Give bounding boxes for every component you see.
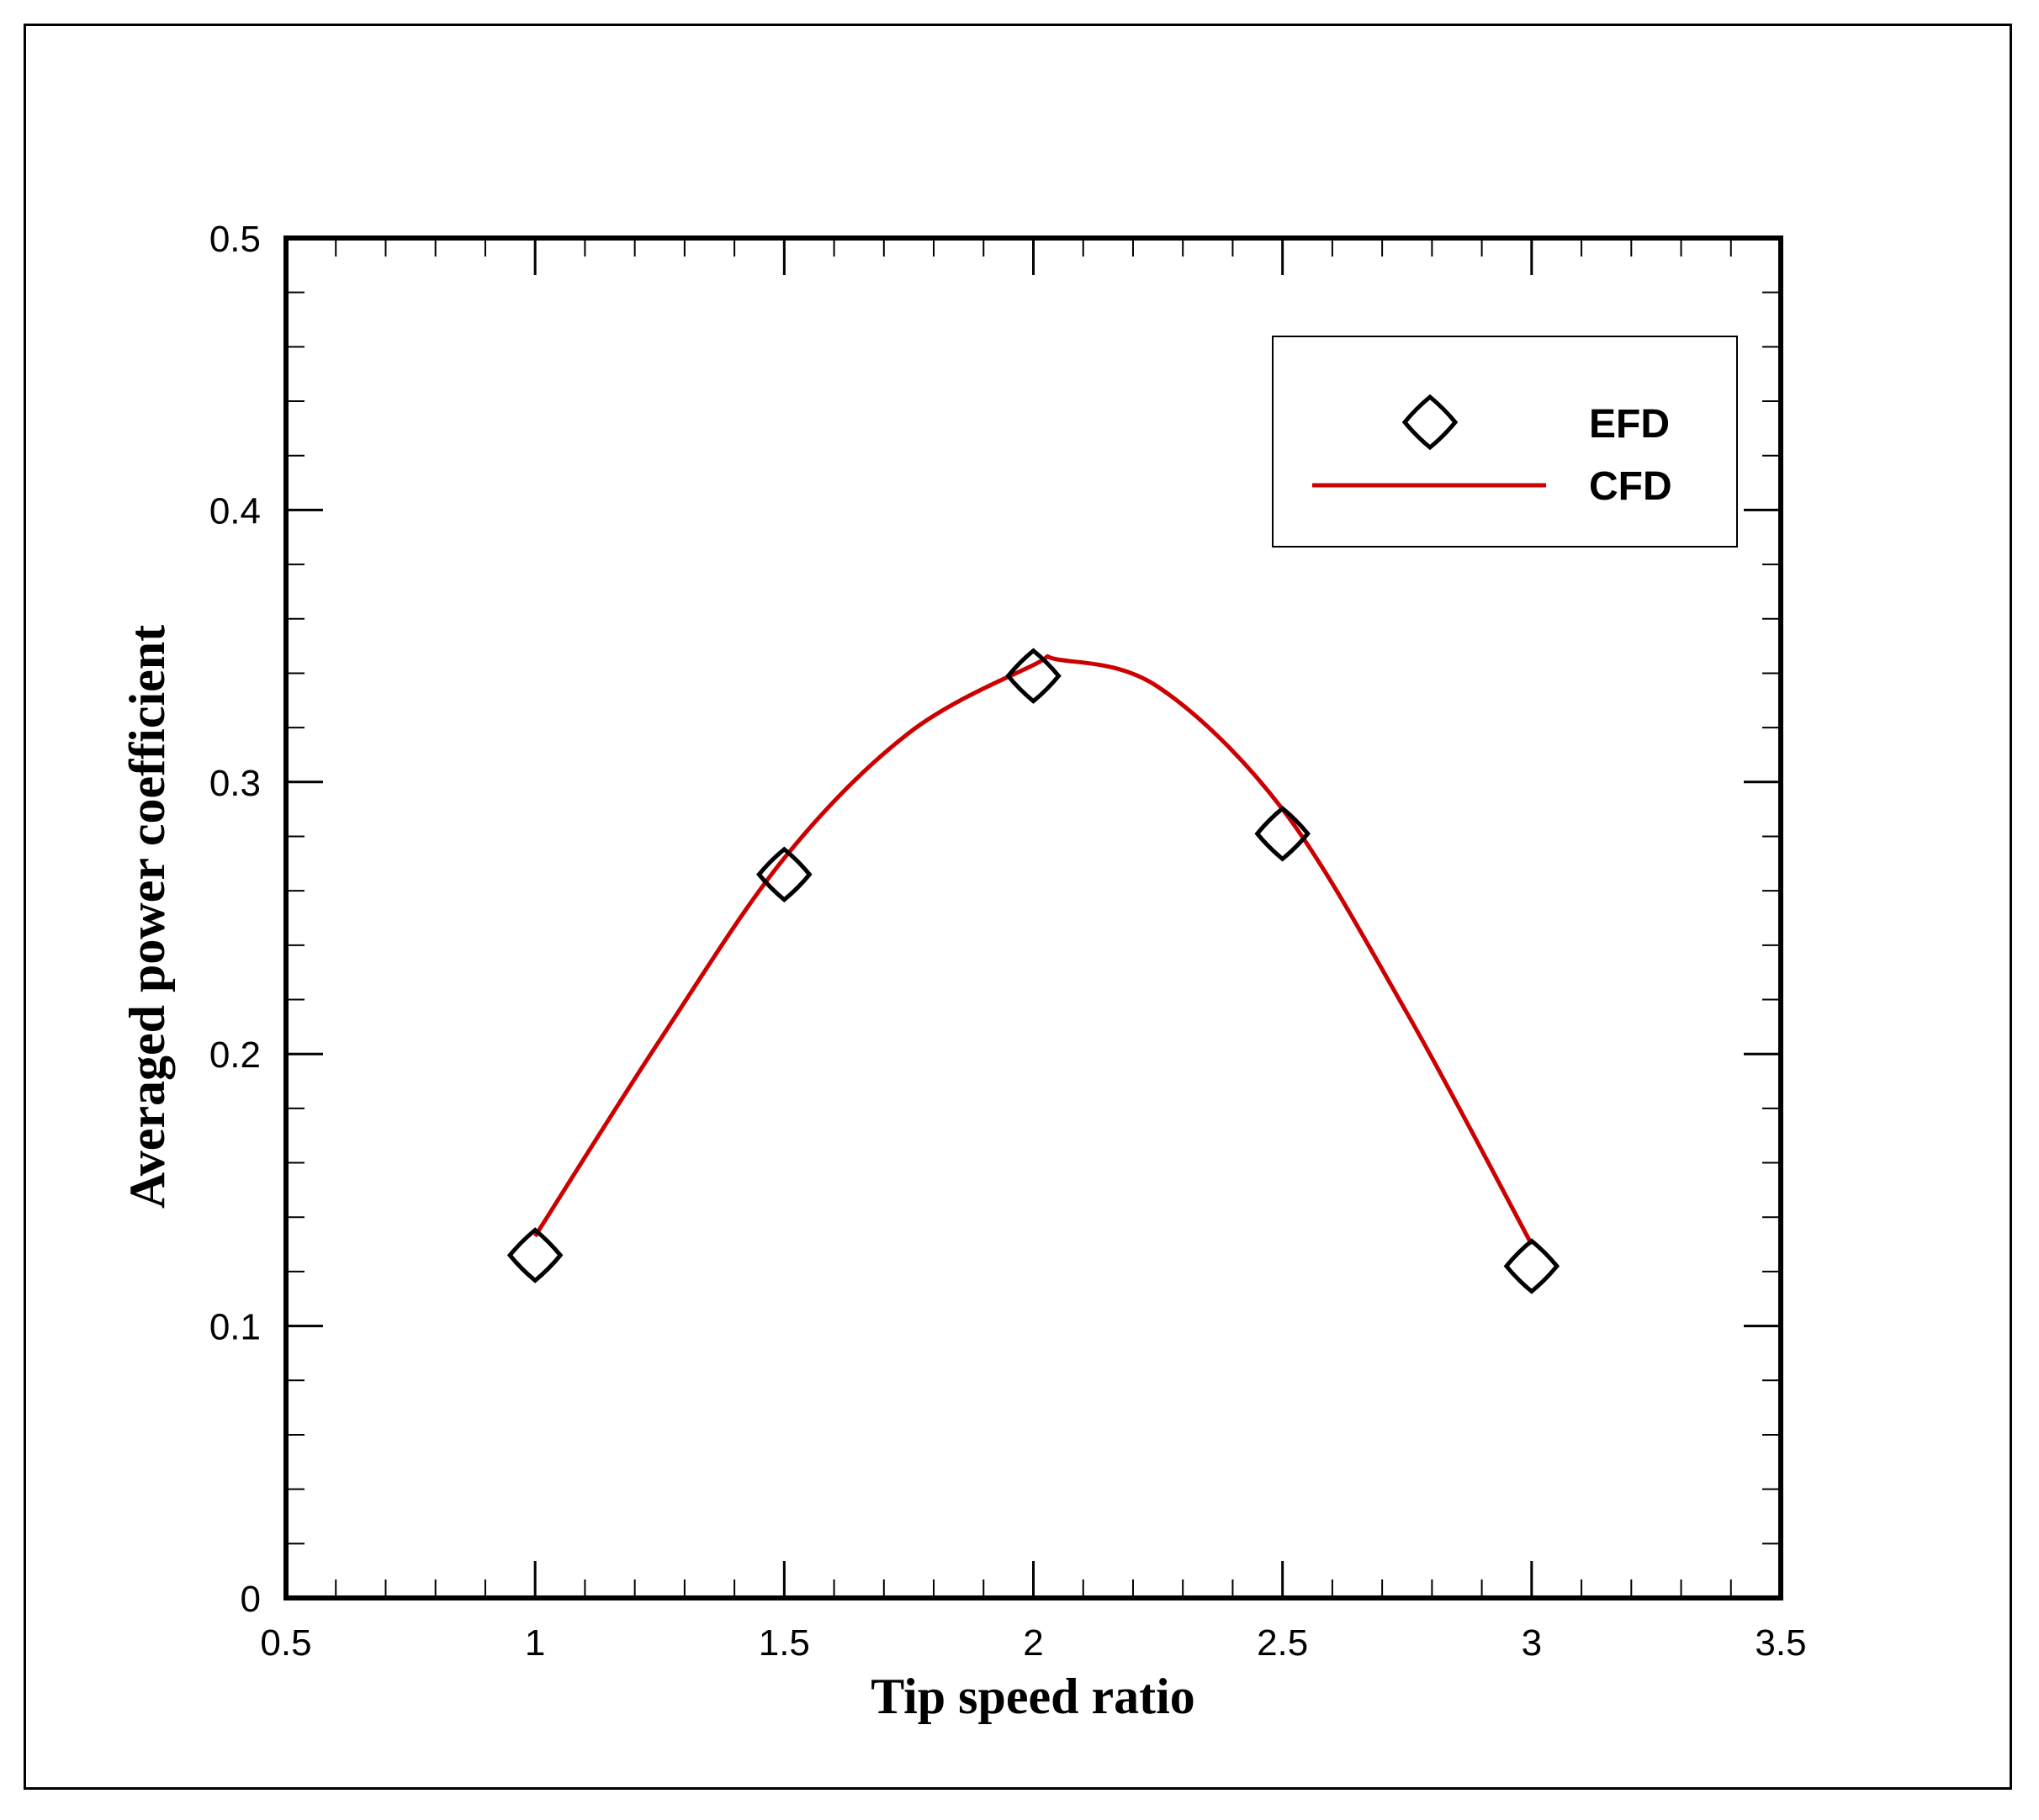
x-tick-labels: 0.5 1 1.5 2 2.5 3 3.5 [260,1622,1806,1664]
efd-point [1254,806,1311,862]
y-tick-label: 0.1 [209,1307,261,1348]
y-tick-label: 0.5 [209,219,261,260]
legend-cfd-label: CFD [1589,464,1672,509]
x-tick-label: 3 [1522,1622,1542,1664]
minor-ticks [286,238,1781,1598]
y-tick-label: 0 [241,1579,261,1620]
y-tick-label: 0.4 [209,490,261,532]
legend-efd-marker [1401,394,1459,451]
legend-item-efd: EFD [1401,394,1670,451]
x-axis-title: Tip speed ratio [871,1669,1195,1724]
efd-series [506,648,1560,1294]
x-tick-label: 1 [525,1622,545,1664]
efd-point [756,846,813,902]
x-tick-label: 2.5 [1257,1622,1308,1664]
y-tick-label: 0.2 [209,1034,261,1076]
plot-area-border [283,235,1783,1600]
y-tick-label: 0.3 [209,763,261,804]
figure-frame [24,24,2012,1790]
cfd-line [533,653,1534,1246]
efd-point [506,1227,564,1283]
y-axis-title: Averaged power coefficient [119,625,175,1209]
x-tick-label: 0.5 [260,1622,311,1664]
cfd-series [533,653,1534,1246]
efd-point [1503,1238,1560,1294]
x-tick-label: 2 [1023,1622,1043,1664]
x-tick-label: 3.5 [1755,1622,1806,1664]
x-tick-label: 1.5 [759,1622,810,1664]
legend-box [1272,336,1738,548]
legend: EFD CFD [1272,336,1738,548]
efd-point [1005,648,1062,704]
y-tick-labels: 0 0.1 0.2 0.3 0.4 0.5 [209,219,261,1620]
legend-efd-label: EFD [1589,402,1670,447]
legend-item-cfd: CFD [1312,464,1672,509]
